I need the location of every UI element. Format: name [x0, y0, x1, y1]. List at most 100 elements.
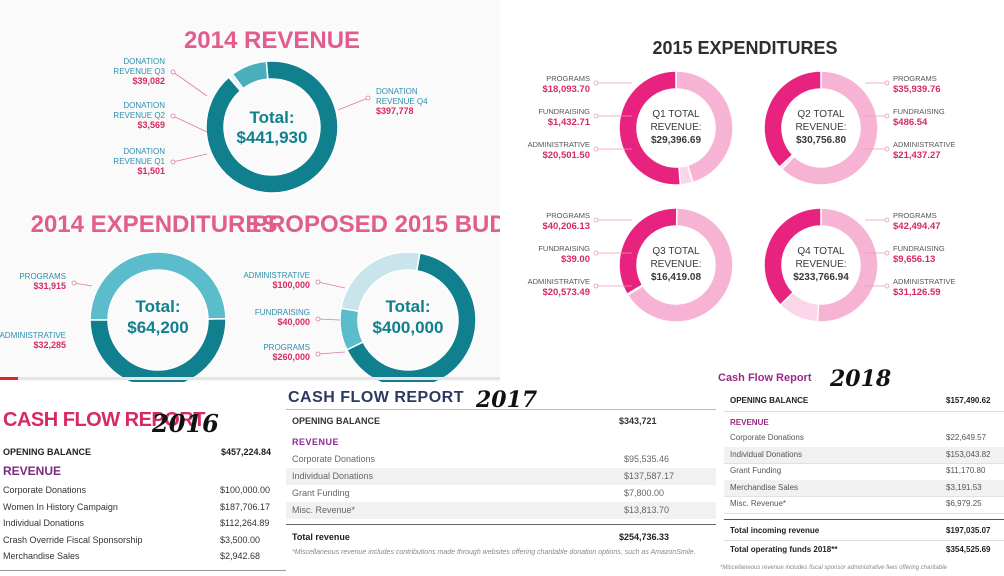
revenue-2014-3-leader	[172, 71, 208, 97]
expenditures-2014-programs-dot	[71, 280, 77, 286]
q3-administrative-dot	[593, 283, 599, 289]
revenue-2014-1-label: DONATION	[123, 147, 165, 156]
q1-expenditures-slice-administrative	[618, 70, 682, 186]
title-rule	[286, 409, 716, 410]
report-title: Cash Flow Report	[718, 372, 812, 384]
opening-balance-value: $157,490.62	[946, 396, 991, 405]
row-shade	[286, 502, 716, 519]
q1-programs-label: PROGRAMS	[546, 74, 590, 83]
panel-2014-charts: 2014 REVENUE Total: $441,930 DONATION REVENU…	[0, 0, 500, 382]
row-divider	[724, 496, 1004, 498]
table-row: Misc. Revenue* $6,979.25	[730, 499, 1000, 508]
revenue-2014-2-leader	[172, 115, 208, 133]
cash-flow-report-2017: CASH FLOW REPORT 2017 OPENING BALANCE $3…	[286, 383, 716, 576]
table-row: Crash Override Fiscal Sponsorship $3,500.…	[3, 535, 283, 545]
opening-balance-row: OPENING BALANCE $457,224.84	[3, 447, 283, 457]
revenue-2014-3-label: REVENUE Q3	[113, 67, 165, 76]
q4-programs-value: $42,494.47	[893, 221, 941, 232]
q2-programs-label: PROGRAMS	[893, 74, 937, 83]
row-divider	[724, 513, 1004, 514]
q4-expenditures-slice-programs	[816, 207, 879, 323]
row-label: Misc. Revenue*	[292, 505, 356, 515]
total-rule	[724, 519, 1004, 520]
table-row: Grant Funding $7,800.00	[292, 488, 712, 498]
revenue-2014-1-label: REVENUE Q1	[113, 157, 165, 166]
total-incoming-label: Total incoming revenue	[730, 526, 820, 535]
revenue-heading: REVENUE	[730, 418, 769, 427]
progress-line	[0, 377, 500, 380]
table-row: Individual Donations $137,587.17	[292, 471, 712, 481]
row-label: Individual Donations	[292, 471, 374, 481]
q3-expenditures-slice-programs	[626, 207, 734, 323]
chart-title: 2014 REVENUE	[184, 27, 360, 54]
row-label: Women In History Campaign	[3, 501, 118, 512]
center-revenue-value: $29,396.69	[651, 135, 701, 146]
handwritten-year: 2018	[830, 366, 892, 392]
expenditures-2014-admin-value: $32,285	[33, 340, 66, 350]
footnote: *Miscellaneous revenue includes contribu…	[292, 549, 696, 556]
revenue-2014-q4-label: REVENUE Q4	[376, 97, 428, 106]
total-operating-row: Total operating funds 2018** $354,525.69	[730, 545, 1000, 554]
budget-2015-fundraising-value: $40,000	[277, 317, 310, 327]
q2-administrative-label: ADMINISTRATIVE	[893, 140, 955, 149]
budget-2015-programs-label: PROGRAMS	[263, 343, 310, 352]
table-row: Individual Donations $112,264.89	[3, 518, 283, 528]
opening-balance-label: OPENING BALANCE	[3, 447, 92, 457]
center-quarter-label: Q2 TOTAL	[797, 109, 845, 120]
row-label: Individual Donations	[730, 449, 803, 459]
expenditures-2014-admin-label: ADMINISTRATIVE	[0, 331, 66, 340]
bottom-rule	[0, 570, 286, 571]
progress-fill	[0, 377, 18, 380]
row-label: Misc. Revenue*	[730, 499, 787, 509]
row-label: Merchandise Sales	[3, 551, 80, 561]
center-total-value: $64,200	[127, 318, 188, 337]
q2-administrative-dot	[884, 146, 890, 152]
revenue-2014-q4-dot	[365, 95, 371, 101]
table-row: Individual Donations $153,043.82	[730, 450, 1000, 459]
expenditures-2014-programs-label: PROGRAMS	[19, 272, 66, 281]
q2-fundraising-value: $486.54	[893, 117, 928, 128]
q4-programs-dot	[884, 217, 890, 223]
chart-title: PROPOSED 2015 BUDGET	[252, 211, 500, 238]
opening-balance-row: OPENING BALANCE $343,721	[292, 416, 712, 426]
row-value: $153,043.82	[946, 449, 991, 459]
cash-flow-report-2018: Cash Flow Report 2018 OPENING BALANCE $1…	[716, 362, 1004, 576]
total-incoming-value: $197,035.07	[946, 526, 991, 535]
revenue-heading: REVENUE	[292, 437, 340, 447]
q3-fundraising-dot	[593, 250, 599, 256]
table-row: Merchandise Sales $3,191.53	[730, 483, 1000, 492]
q4-programs-label: PROGRAMS	[893, 211, 937, 220]
total-rule	[286, 524, 716, 525]
opening-balance-label: OPENING BALANCE	[292, 416, 381, 426]
center-total-label: Total:	[135, 297, 180, 316]
revenue-2014-3-dot	[170, 69, 176, 75]
row-value: $11,170.80	[946, 466, 986, 476]
footnote: *Miscellaneous revenue includes fiscal s…	[720, 565, 947, 571]
budget-2015-admin-dot	[315, 279, 321, 285]
revenue-2014-1-leader	[172, 153, 208, 163]
q3-programs-dot	[593, 217, 599, 223]
budget-2015-fundraising-leader	[317, 318, 341, 321]
opening-balance-value: $457,224.84	[221, 447, 272, 457]
q1-administrative-label: ADMINISTRATIVE	[528, 140, 590, 149]
budget-2015-slice-fundraising	[339, 307, 365, 351]
budget-2015-slice-administrative	[340, 251, 421, 313]
q3-administrative-value: $20,573.49	[542, 287, 590, 298]
q2-fundraising-dot	[884, 113, 890, 119]
row-label: Corporate Donations	[292, 454, 376, 464]
table-row: Merchandise Sales $2,942.68	[3, 551, 283, 561]
row-label: Corporate Donations	[730, 433, 804, 442]
table-row: Corporate Donations $22,649.57	[730, 433, 1000, 442]
expenditures-2014-programs-value: $31,915	[33, 281, 66, 291]
q2-fundraising-label: FUNDRAISING	[893, 107, 945, 116]
row-value: $187,706.17	[220, 501, 271, 512]
row-value: $100,000.00	[220, 485, 271, 495]
row-value: $3,500.00	[220, 534, 261, 545]
row-shade	[286, 468, 716, 485]
table-row: Misc. Revenue* $13,813.70	[292, 505, 712, 515]
panel-2015-expenditures: 2015 EXPENDITURES Q1 TOTAL REVENUE: $29,396…	[500, 0, 1004, 360]
panel-title: 2015 EXPENDITURES	[652, 38, 837, 58]
center-revenue-label: REVENUE:	[795, 259, 846, 270]
total-incoming-row: Total incoming revenue $197,035.07	[730, 526, 1000, 535]
q3-programs-value: $40,206.13	[542, 221, 590, 232]
